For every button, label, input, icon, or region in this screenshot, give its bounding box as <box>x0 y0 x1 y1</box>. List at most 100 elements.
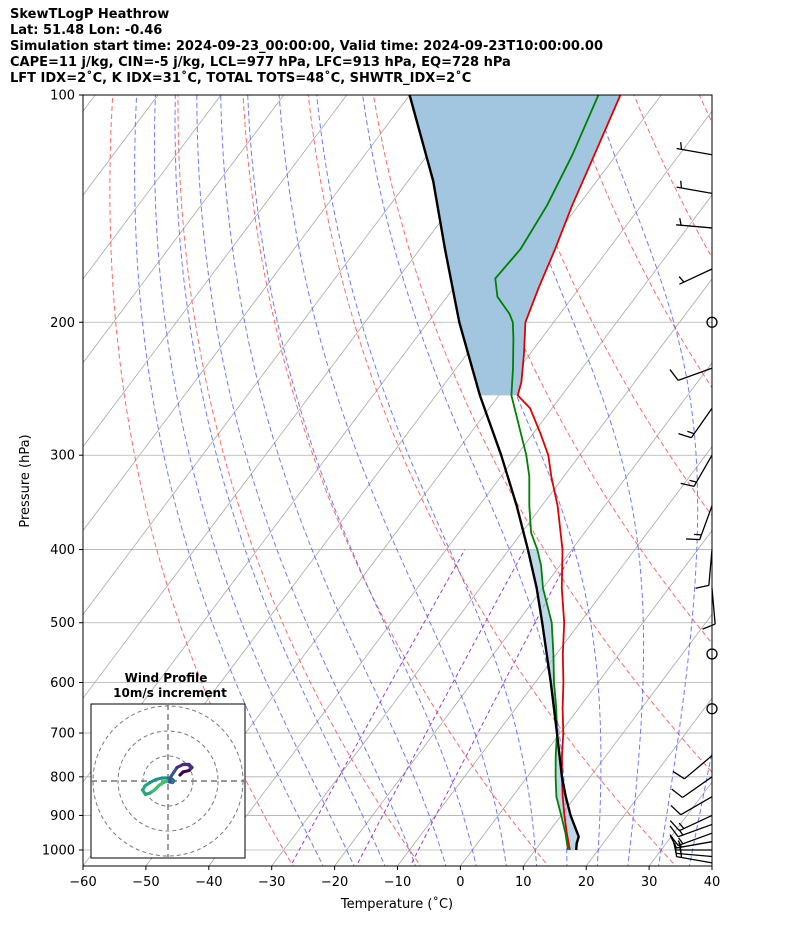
barb-staff <box>676 841 713 849</box>
moist-adiabat <box>134 95 324 866</box>
moist-adiabat <box>688 748 712 866</box>
dry-adiabat <box>568 95 712 389</box>
y-tick-label: 200 <box>50 316 75 331</box>
barb-staff <box>676 224 713 229</box>
parcel-line <box>408 95 580 851</box>
y-axis: 1000 900 800 700 600 500 400 300 200 100 <box>42 89 83 859</box>
barb-staff <box>693 454 713 487</box>
wind-profile-inset: Wind Profile 10m/s increment <box>90 671 246 859</box>
isotherm-line <box>208 194 712 866</box>
isotherm-line <box>711 865 712 866</box>
barb-staff <box>690 407 713 439</box>
barb-half-feather <box>677 840 683 848</box>
isotherm-line <box>83 95 536 699</box>
y-axis-label: Pressure (hPa) <box>18 434 33 527</box>
x-tick-label: −10 <box>384 875 411 890</box>
calm-wind-marker <box>706 316 718 328</box>
barb-feather <box>669 834 679 846</box>
isotherm-line <box>775 95 794 866</box>
x-tick-label: −40 <box>195 875 222 890</box>
x-tick-label: −60 <box>69 875 96 890</box>
mixing-ratio-line <box>290 549 466 866</box>
background-lines <box>83 95 794 866</box>
barb-half-feather <box>680 180 683 189</box>
barb-staff <box>711 588 716 625</box>
y-tick-label: 100 <box>50 89 75 104</box>
barb-feather <box>669 825 679 838</box>
barb-staff <box>684 755 713 780</box>
x-axis: −60 −50 −40 −30 −20 −10 0 10 20 30 40 <box>69 866 720 890</box>
dry-adiabat <box>109 95 294 866</box>
x-tick-label: −50 <box>132 875 159 890</box>
time-line: Simulation start time: 2024-09-23_00:00:… <box>10 39 603 54</box>
wind-barbs <box>669 142 718 864</box>
barb-staff <box>679 268 713 285</box>
isotherm-line <box>83 95 222 280</box>
barb-half-feather <box>687 430 695 435</box>
barb-feather <box>702 623 716 630</box>
y-tick-label: 500 <box>50 616 75 631</box>
barb-feather <box>669 835 678 849</box>
barb-half-feather <box>679 217 682 226</box>
x-tick-label: −20 <box>321 875 348 890</box>
barb-staff <box>680 796 713 816</box>
dry-adiabat <box>242 95 549 866</box>
x-axis-label: Temperature (˚C) <box>340 896 453 912</box>
isotherm-line <box>83 95 473 616</box>
dry-adiabat <box>307 95 677 866</box>
barb-staff <box>676 186 713 195</box>
stability-line: CAPE=11 j/kg, CIN=-5 j/kg, LCL=977 hPa, … <box>10 55 511 70</box>
barb-staff <box>677 823 713 838</box>
barb-half-feather <box>694 533 702 536</box>
dry-adiabat <box>177 95 422 866</box>
barb-staff <box>679 814 713 832</box>
hodograph-segment <box>178 770 185 777</box>
index-line: LFT IDX=2˚C, K IDX=31˚C, TOTAL TOTS=48˚C… <box>10 71 472 86</box>
inset-subtitle: 10m/s increment <box>113 686 227 700</box>
x-tick-label: 40 <box>704 875 721 890</box>
location-line: Lat: 51.48 Lon: -0.46 <box>10 23 163 38</box>
y-tick-label: 600 <box>50 676 75 691</box>
barb-staff <box>677 832 713 847</box>
barb-half-feather <box>689 479 697 483</box>
y-tick-label: 300 <box>50 449 75 464</box>
y-tick-label: 900 <box>50 809 75 824</box>
barb-half-feather <box>680 142 683 150</box>
barb-feather <box>672 770 685 780</box>
chart-title: SkewTLogP Heathrow <box>10 7 170 22</box>
barb-staff <box>682 776 713 799</box>
barb-feather <box>695 584 709 589</box>
dry-adiabat <box>438 95 712 645</box>
barb-staff <box>676 147 713 156</box>
moist-adiabat <box>592 95 699 866</box>
hodograph <box>91 704 245 858</box>
dry-adiabat <box>698 95 712 124</box>
barb-half-feather <box>678 276 685 283</box>
moist-adiabat <box>247 95 477 866</box>
dewpoint-line <box>494 95 600 851</box>
calm-wind-marker <box>706 703 718 715</box>
barb-staff <box>676 852 713 858</box>
isotherm-line <box>83 95 348 448</box>
barb-half-feather <box>678 837 684 845</box>
barb-staff <box>699 505 713 540</box>
barb-feather <box>680 482 695 488</box>
moist-adiabat <box>174 95 386 866</box>
profile-lines <box>408 95 622 851</box>
inset-title: Wind Profile <box>125 671 208 685</box>
isotherm-line <box>83 95 410 532</box>
dry-adiabat <box>633 95 712 259</box>
chart-header: SkewTLogP Heathrow Lat: 51.48 Lon: -0.46… <box>10 7 603 87</box>
x-tick-label: 20 <box>578 875 595 890</box>
y-tick-label: 700 <box>50 727 75 742</box>
isotherm-line <box>271 278 712 866</box>
moist-adiabat <box>316 95 538 866</box>
x-tick-label: 30 <box>641 875 658 890</box>
isotherm-line <box>334 362 712 866</box>
hodograph-ring <box>117 730 219 832</box>
barb-feather <box>669 820 680 832</box>
x-tick-label: 10 <box>515 875 532 890</box>
isotherm-line <box>648 781 712 866</box>
mixing-ratio-line <box>409 549 574 866</box>
